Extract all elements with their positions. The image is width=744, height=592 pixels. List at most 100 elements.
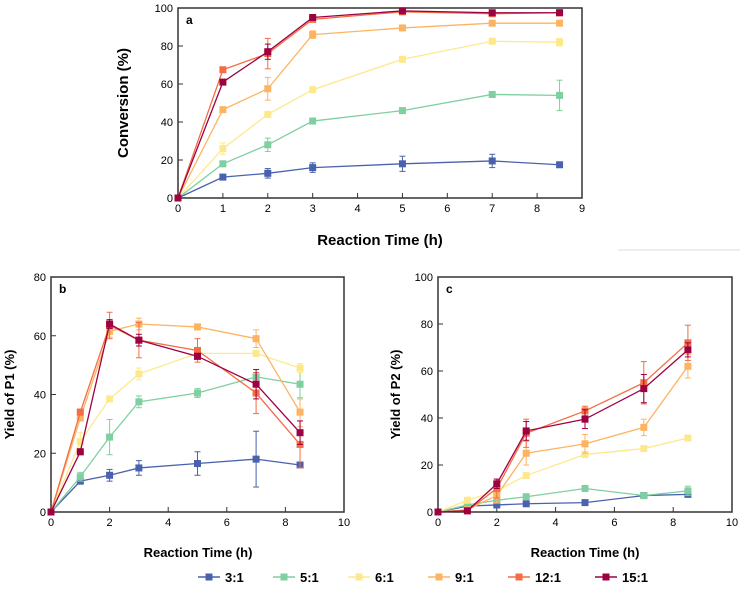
legend-marker xyxy=(355,573,363,581)
legend-marker xyxy=(602,573,610,581)
data-point xyxy=(581,499,589,507)
y-tick-label: 60 xyxy=(161,79,173,91)
series-line xyxy=(437,437,689,513)
series-5-1 xyxy=(174,79,564,202)
legend-label: 5:1 xyxy=(300,570,319,585)
x-tick-label: 7 xyxy=(489,203,495,215)
data-point xyxy=(264,141,272,149)
series-line xyxy=(50,376,301,513)
y-tick-label: 0 xyxy=(40,507,46,519)
data-point xyxy=(135,464,143,472)
data-point xyxy=(522,427,530,435)
y-tick-label: 40 xyxy=(34,390,46,402)
x-axis-label: Reaction Time (h) xyxy=(317,232,443,249)
legend-marker xyxy=(435,573,443,581)
x-tick-label: 1 xyxy=(220,203,226,215)
series-3-1 xyxy=(174,153,564,202)
data-point xyxy=(194,389,201,397)
legend-entry-15-1: 15:1 xyxy=(595,570,648,585)
data-point xyxy=(219,145,227,153)
data-point xyxy=(556,9,564,17)
legend-entry-5-1: 5:1 xyxy=(273,570,319,585)
y-tick-label: 100 xyxy=(415,272,433,284)
data-point xyxy=(522,449,530,457)
data-point xyxy=(556,38,564,46)
data-point xyxy=(106,395,114,403)
data-point xyxy=(219,78,227,86)
data-point xyxy=(522,493,530,501)
x-tick-label: 5 xyxy=(399,203,405,215)
legend-label: 3:1 xyxy=(225,570,244,585)
data-point xyxy=(296,408,304,416)
data-point xyxy=(252,380,260,388)
data-point xyxy=(581,485,589,492)
x-tick-label: 2 xyxy=(494,517,500,529)
x-tick-label: 2 xyxy=(265,203,271,215)
data-point xyxy=(106,471,114,479)
series-12-1 xyxy=(434,324,692,516)
data-point xyxy=(135,398,143,406)
y-tick-label: 60 xyxy=(421,366,433,378)
x-tick-label: 8 xyxy=(534,203,540,215)
data-point xyxy=(684,487,692,495)
data-point xyxy=(398,7,406,15)
data-point xyxy=(556,161,564,169)
y-axis-label: Conversion (%) xyxy=(115,48,132,158)
x-tick-label: 4 xyxy=(165,517,171,529)
legend-label: 12:1 xyxy=(535,570,561,585)
data-point xyxy=(488,19,496,27)
series-5-1 xyxy=(47,369,304,516)
data-point xyxy=(684,346,692,354)
series-12-1 xyxy=(47,311,304,516)
data-point xyxy=(264,85,272,93)
y-axis-label: Yield of P1 (%) xyxy=(2,350,17,440)
data-point xyxy=(252,349,260,357)
data-point xyxy=(640,445,648,453)
legend-marker xyxy=(515,573,523,581)
data-point xyxy=(463,501,471,509)
legend: 3:1 5:1 6:1 9:1 12:1 15:1 xyxy=(198,570,648,585)
series-9-1 xyxy=(47,317,304,516)
series-line xyxy=(437,342,689,513)
x-tick-label: 6 xyxy=(224,517,230,529)
legend-label: 15:1 xyxy=(622,570,648,585)
x-tick-label: 9 xyxy=(579,203,585,215)
data-point xyxy=(219,66,227,74)
x-tick-label: 0 xyxy=(435,517,441,529)
data-point xyxy=(522,472,530,480)
y-tick-label: 0 xyxy=(167,193,173,205)
data-point xyxy=(296,364,304,372)
legend-label: 6:1 xyxy=(375,570,394,585)
data-point xyxy=(194,346,201,354)
y-tick-label: 100 xyxy=(155,3,173,15)
data-point xyxy=(463,507,471,515)
data-point xyxy=(296,380,304,388)
data-point xyxy=(296,429,304,437)
data-point xyxy=(522,500,530,508)
y-tick-label: 0 xyxy=(427,507,433,519)
series-6-1 xyxy=(174,37,564,202)
data-point xyxy=(640,423,648,431)
legend-marker xyxy=(280,573,288,581)
panel-letter: c xyxy=(446,282,453,296)
series-9-1 xyxy=(174,19,564,202)
y-tick-label: 20 xyxy=(34,448,46,460)
data-point xyxy=(219,160,227,168)
data-point xyxy=(194,460,201,468)
panel-letter: a xyxy=(186,13,193,27)
data-point xyxy=(194,352,201,360)
panel-letter: b xyxy=(59,282,66,296)
y-tick-label: 80 xyxy=(161,41,173,53)
data-point xyxy=(398,24,406,32)
data-point xyxy=(581,440,589,448)
series-line xyxy=(50,323,301,513)
data-point xyxy=(219,106,227,114)
data-point xyxy=(106,320,114,328)
series-line xyxy=(437,487,688,513)
legend-entry-3-1: 3:1 xyxy=(198,570,244,585)
series-15-1 xyxy=(434,342,692,516)
legend-entry-6-1: 6:1 xyxy=(348,570,394,585)
x-tick-label: 6 xyxy=(444,203,450,215)
